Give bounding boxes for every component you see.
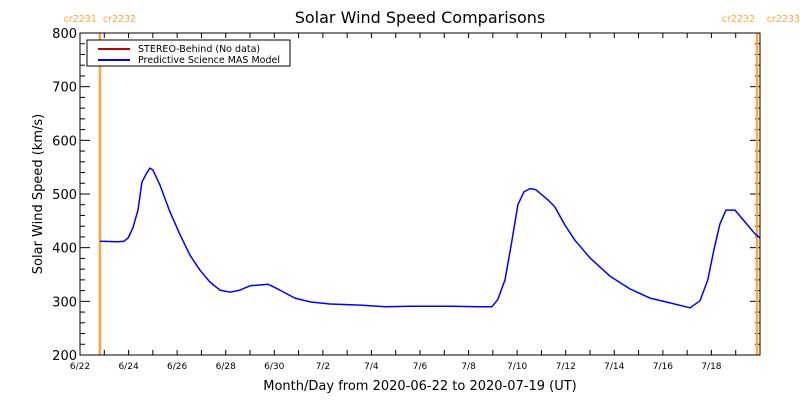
x-tick-label: 7/8 xyxy=(461,362,476,372)
y-tick-label: 500 xyxy=(52,188,77,203)
x-tick-label: 7/4 xyxy=(364,362,379,372)
x-tick-label: 6/22 xyxy=(70,362,90,372)
carrington-label-left: cr2231 xyxy=(64,14,97,25)
x-tick-label: 6/26 xyxy=(167,362,187,372)
x-tick-label: 6/28 xyxy=(216,362,236,372)
carrington-label-right: cr2232 xyxy=(103,14,136,25)
carrington-label-right: cr2233 xyxy=(767,14,800,25)
y-axis-label: Solar Wind Speed (km/s) xyxy=(31,114,46,274)
y-tick-label: 300 xyxy=(52,295,77,310)
legend-box xyxy=(86,39,291,67)
legend-label-stereo: STEREO-Behind (No data) xyxy=(138,44,260,55)
x-tick-label: 7/12 xyxy=(556,362,576,372)
y-tick-label: 200 xyxy=(52,349,77,364)
x-axis-label: Month/Day from 2020-06-22 to 2020-07-19 … xyxy=(263,379,576,394)
x-tick-label: 6/30 xyxy=(264,362,284,372)
x-tick-label: 7/14 xyxy=(604,362,624,372)
x-tick-label: 7/18 xyxy=(701,362,721,372)
carrington-label-left: cr2232 xyxy=(722,14,755,25)
x-tick-label: 7/2 xyxy=(316,362,330,372)
y-tick-label: 800 xyxy=(52,27,77,42)
y-tick-label: 400 xyxy=(52,242,77,257)
x-tick-label: 7/10 xyxy=(507,362,527,372)
x-tick-label: 7/16 xyxy=(653,362,673,372)
legend-label-mas: Predictive Science MAS Model xyxy=(138,55,280,66)
x-tick-label: 6/24 xyxy=(118,362,138,372)
plot-frame xyxy=(79,32,761,356)
y-tick-label: 700 xyxy=(52,81,77,96)
legend: STEREO-Behind (No data) Predictive Scien… xyxy=(86,39,291,67)
series-line-mas-model xyxy=(99,167,761,309)
x-tick-label: 7/6 xyxy=(413,362,428,372)
chart-title: Solar Wind Speed Comparisons xyxy=(295,8,546,27)
y-tick-label: 600 xyxy=(52,134,77,149)
